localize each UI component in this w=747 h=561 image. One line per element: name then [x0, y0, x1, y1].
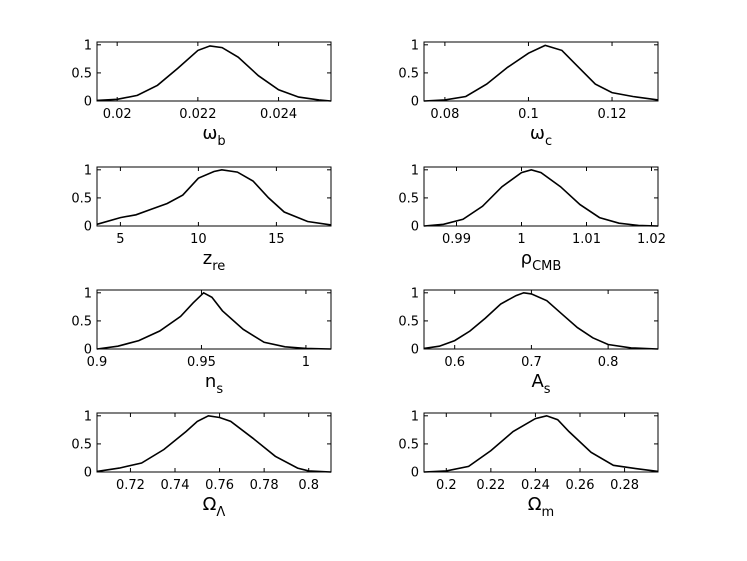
x-tick-label: 0.6	[444, 355, 465, 370]
x-tick-label: 0.8	[598, 355, 619, 370]
posterior-curve	[96, 168, 332, 226]
y-tick-label: 0.5	[71, 66, 92, 81]
x-tick-label: 0.78	[250, 478, 279, 493]
y-tick-label: 0	[84, 466, 92, 481]
x-tick-label: 0.99	[442, 232, 471, 247]
y-tick-label: 0.5	[71, 314, 92, 329]
y-tick-label: 1	[84, 286, 92, 301]
x-tick-label: 0.08	[430, 107, 459, 122]
x-tick-label: 0.2	[436, 478, 457, 493]
x-tick-label: 0.22	[476, 478, 505, 493]
axes-frame	[423, 412, 659, 473]
axes-frame	[96, 41, 332, 102]
y-tick-label: 1	[84, 409, 92, 424]
y-tick-label: 0	[411, 466, 419, 481]
axes-frame	[423, 41, 659, 102]
chart-panel-7: 0 0.5 1 0.72 0.74 0.76 0.78 0.8 ΩΛ	[71, 409, 332, 520]
posterior-curve	[96, 45, 332, 102]
y-tick-label: 1	[411, 163, 419, 178]
chart-panel-1: 0 0.5 1 0.02 0.022 0.024 ωb	[71, 38, 332, 149]
posterior-curve	[423, 291, 659, 350]
x-tick-label: 15	[268, 232, 285, 247]
x-tick-label: 0.24	[521, 478, 550, 493]
x-tick-label: 0.74	[161, 478, 190, 493]
x-axis-label: ns	[205, 371, 223, 397]
x-tick-label: 0.76	[205, 478, 234, 493]
y-tick-label: 1	[411, 38, 419, 53]
y-tick-label: 0	[84, 220, 92, 235]
chart-panel-5: 0 0.5 1 0.9 0.95 1 ns	[71, 286, 332, 397]
y-tick-label: 1	[84, 163, 92, 178]
x-tick-label: 0.022	[179, 107, 216, 122]
x-tick-label: 5	[116, 232, 124, 247]
x-axis-label: zre	[203, 248, 226, 274]
x-tick-label: 1	[517, 232, 525, 247]
chart-panel-4: 0 0.5 1 0.99 1 1.01 1.02 ρCMB	[398, 163, 666, 274]
x-axis-label: ρCMB	[521, 248, 562, 274]
x-tick-label: 0.72	[116, 478, 145, 493]
y-tick-label: 1	[411, 286, 419, 301]
posterior-curve	[423, 414, 659, 473]
y-tick-label: 1	[84, 38, 92, 53]
chart-panel-8: 0 0.5 1 0.2 0.22 0.24 0.26 0.28 Ωm	[398, 409, 659, 520]
x-tick-label: 0.28	[610, 478, 639, 493]
x-tick-label: 0.8	[298, 478, 319, 493]
x-axis-label: ωb	[202, 123, 225, 149]
y-tick-label: 1	[411, 409, 419, 424]
y-tick-label: 0.5	[398, 66, 419, 81]
posterior-curve	[423, 44, 659, 102]
x-tick-label: 0.02	[103, 107, 132, 122]
y-tick-label: 0	[84, 95, 92, 110]
x-tick-label: 1.02	[637, 232, 666, 247]
chart-panel-6: 0 0.5 1 0.6 0.7 0.8 As	[398, 286, 659, 397]
x-tick-label: 1.01	[572, 232, 601, 247]
x-tick-label: 0.12	[598, 107, 627, 122]
x-axis-label: ωc	[530, 123, 552, 149]
x-axis-label: ΩΛ	[203, 494, 226, 520]
axes-frame	[423, 289, 659, 350]
y-tick-label: 0	[411, 343, 419, 358]
y-tick-label: 0	[84, 343, 92, 358]
y-tick-label: 0	[411, 220, 419, 235]
x-tick-label: 1	[302, 355, 310, 370]
axes-frame	[423, 166, 659, 227]
x-tick-label: 0.9	[87, 355, 108, 370]
x-tick-label: 0.7	[521, 355, 542, 370]
x-tick-label: 0.95	[187, 355, 216, 370]
axes-frame	[96, 412, 332, 473]
x-tick-label: 0.024	[260, 107, 297, 122]
y-tick-label: 0.5	[71, 191, 92, 206]
chart-panel-2: 0 0.5 1 0.08 0.1 0.12 ωc	[398, 38, 659, 149]
axes-frame	[96, 289, 332, 350]
x-tick-label: 0.1	[518, 107, 539, 122]
y-tick-label: 0.5	[71, 437, 92, 452]
y-tick-label: 0.5	[398, 191, 419, 206]
x-axis-label: As	[531, 371, 550, 397]
posterior-curve	[96, 291, 332, 350]
y-tick-label: 0.5	[398, 314, 419, 329]
posterior-curve	[423, 168, 659, 227]
axes-frame	[96, 166, 332, 227]
y-tick-label: 0	[411, 95, 419, 110]
y-tick-label: 0.5	[398, 437, 419, 452]
x-tick-label: 10	[190, 232, 207, 247]
posterior-curve	[96, 414, 332, 473]
x-tick-label: 0.26	[566, 478, 595, 493]
x-axis-label: Ωm	[528, 494, 554, 520]
